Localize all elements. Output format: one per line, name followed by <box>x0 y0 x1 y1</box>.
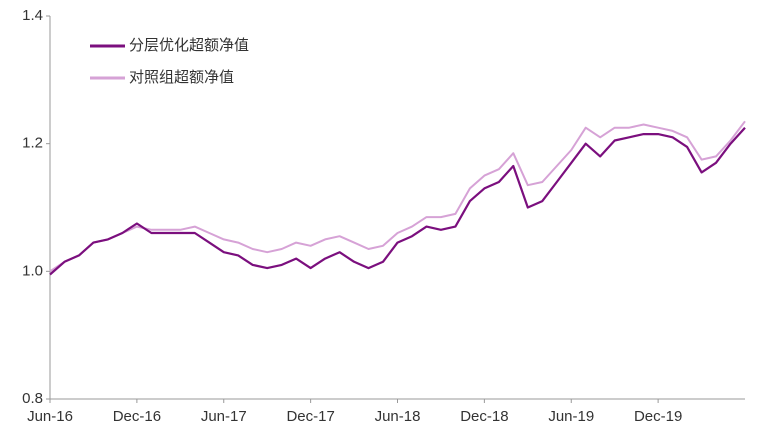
x-tick-label: Jun-18 <box>375 408 421 425</box>
legend-label: 分层优化超额净值 <box>129 37 249 54</box>
series-line <box>49 126 746 276</box>
x-tick-label: Dec-18 <box>460 408 508 425</box>
x-tick-label: Jun-19 <box>548 408 594 425</box>
legend-label: 对照组超额净值 <box>129 69 234 86</box>
x-tick-label: Jun-17 <box>201 408 247 425</box>
x-tick-label: Dec-17 <box>286 408 334 425</box>
x-tick-label: Jun-16 <box>27 408 73 425</box>
y-tick-label: 1.2 <box>22 135 43 152</box>
series-line <box>49 120 746 273</box>
y-tick-label: 1.4 <box>22 7 43 24</box>
y-tick-label: 1.0 <box>22 262 43 279</box>
x-tick-label: Dec-19 <box>634 408 682 425</box>
y-tick-label: 0.8 <box>22 390 43 407</box>
x-tick-label: Dec-16 <box>113 408 161 425</box>
